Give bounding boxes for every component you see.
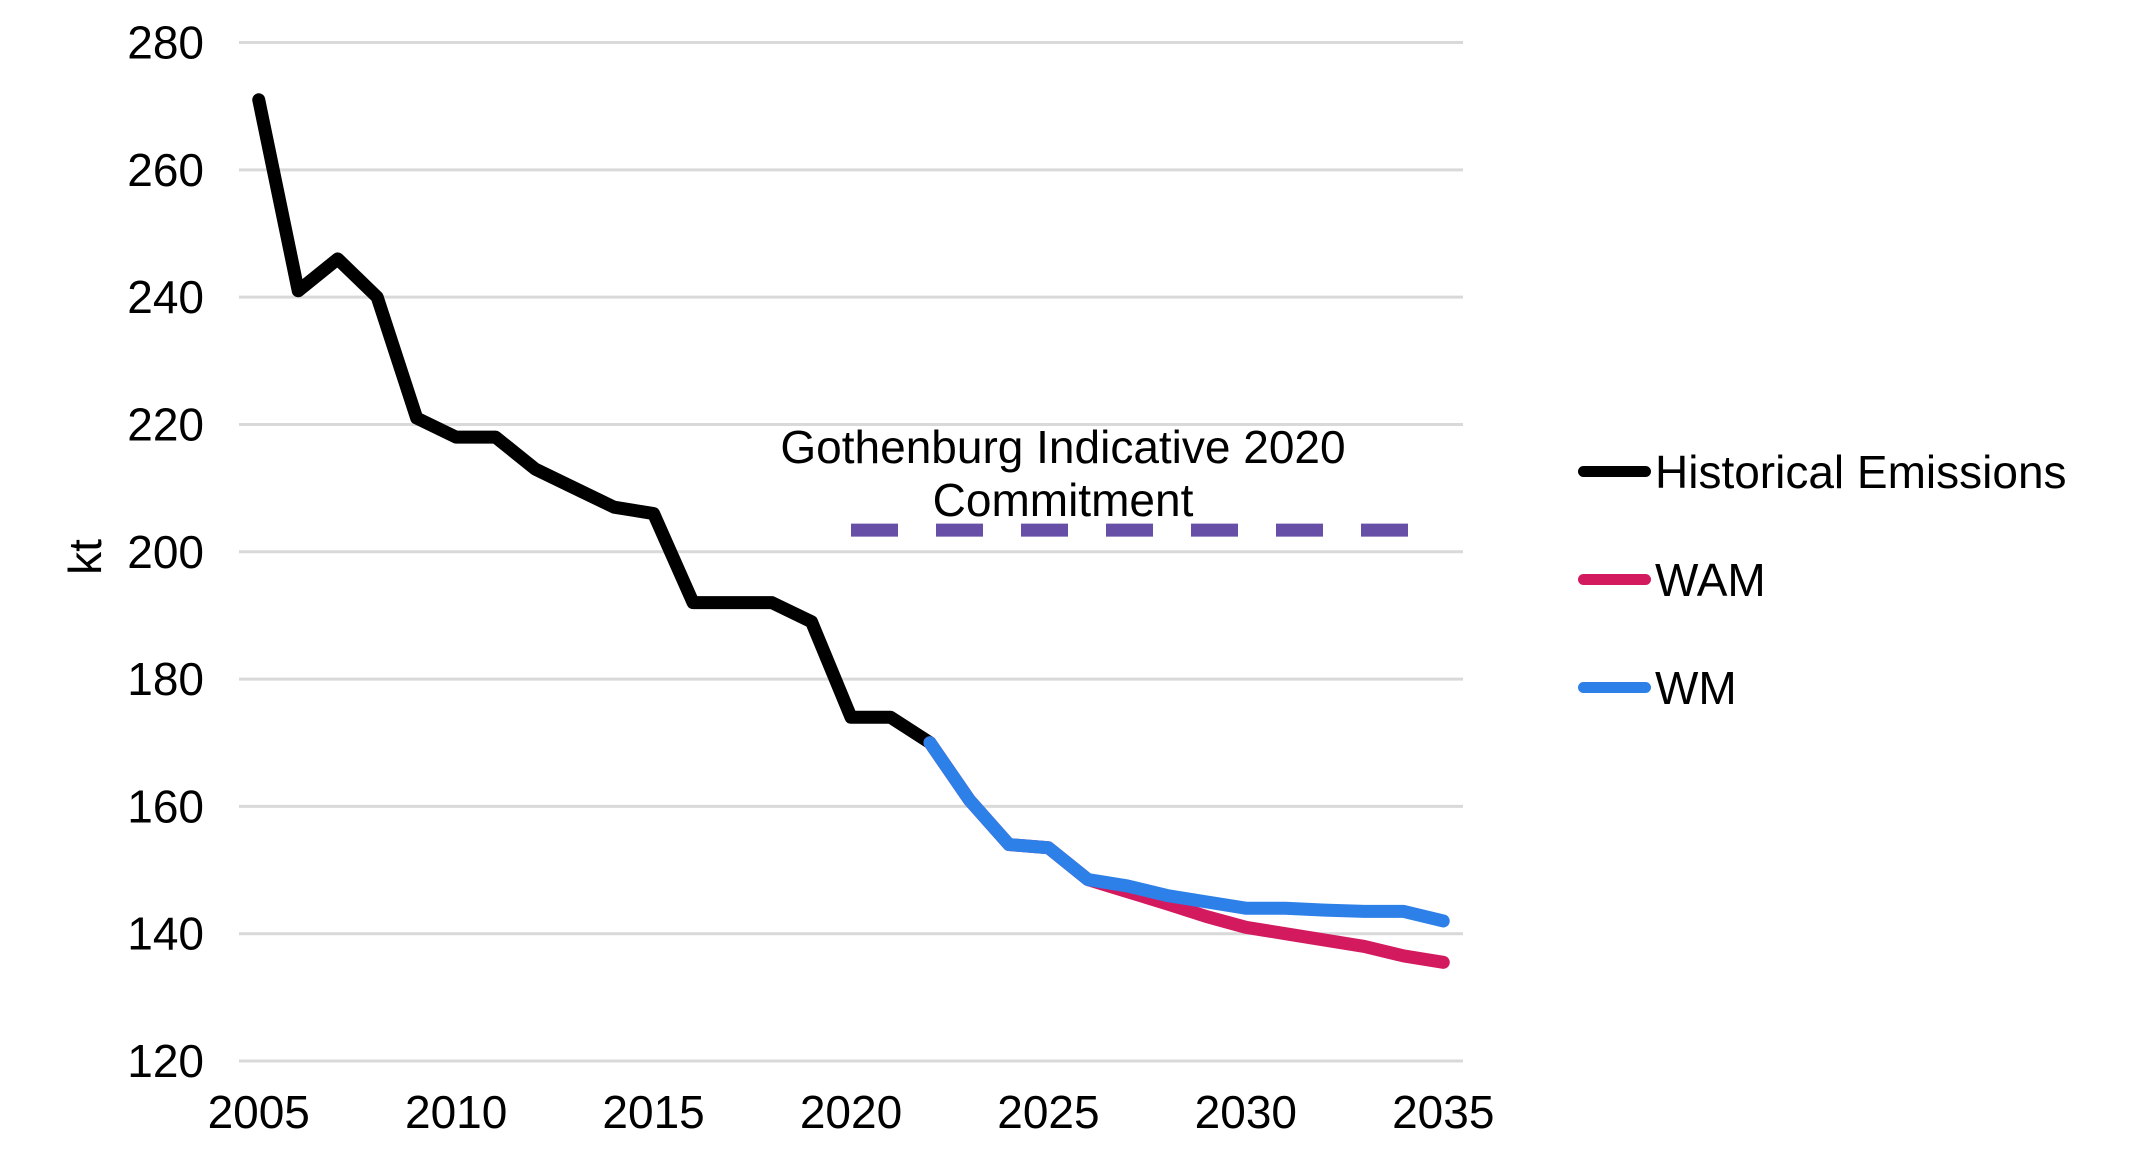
legend-label-historical-emissions: Historical Emissions: [1655, 445, 2067, 498]
y-tick-label-220: 220: [127, 398, 204, 450]
y-tick-label-200: 200: [127, 526, 204, 578]
annotation-line-1: Gothenburg Indicative 2020: [780, 421, 1346, 473]
legend-swatch-historical-emissions: [1578, 466, 1651, 477]
legend-item-wm: WM: [1578, 661, 2067, 714]
legend-swatch-wam: [1578, 574, 1651, 585]
series-line-historical-emissions: [252, 93, 937, 750]
y-tick-label-140: 140: [127, 908, 204, 960]
legend-swatch-wm: [1578, 682, 1651, 693]
x-tick-label-2005: 2005: [208, 1086, 310, 1138]
x-tick-label-2020: 2020: [800, 1086, 902, 1138]
gothenburg-commitment-annotation: Gothenburg Indicative 2020 Commitment: [663, 421, 1463, 527]
y-tick-label-280: 280: [127, 17, 204, 69]
y-tick-label-180: 180: [127, 653, 204, 705]
x-tick-label-2010: 2010: [405, 1086, 507, 1138]
legend-item-historical-emissions: Historical Emissions: [1578, 445, 2067, 498]
y-tick-label-240: 240: [127, 271, 204, 323]
y-axis-title: kt: [59, 539, 111, 575]
annotation-line-2: Commitment: [932, 474, 1194, 526]
y-tick-label-160: 160: [127, 780, 204, 832]
series-line-wm: [923, 736, 1450, 928]
x-tick-label-2030: 2030: [1195, 1086, 1297, 1138]
legend: Historical Emissions WAM WM: [1578, 445, 2067, 714]
y-tick-label-120: 120: [127, 1035, 204, 1087]
x-tick-label-2035: 2035: [1392, 1086, 1494, 1138]
legend-label-wm: WM: [1655, 661, 1737, 714]
x-tick-label-2025: 2025: [997, 1086, 1099, 1138]
legend-label-wam: WAM: [1655, 553, 1766, 606]
legend-item-wam: WAM: [1578, 553, 2067, 606]
y-tick-label-260: 260: [127, 144, 204, 196]
series-line-wam: [923, 736, 1450, 969]
x-tick-label-2015: 2015: [602, 1086, 704, 1138]
